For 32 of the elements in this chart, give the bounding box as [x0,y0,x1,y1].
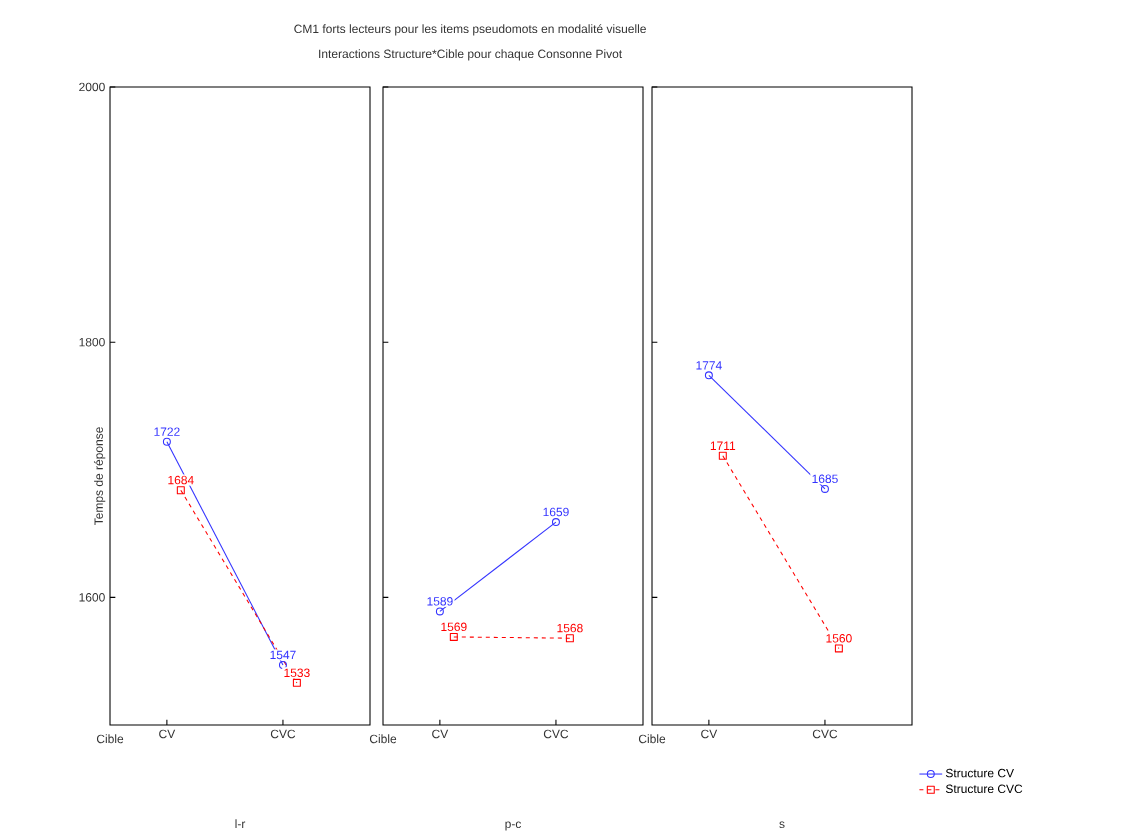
data-label: 1589 [427,597,453,606]
x-tick-label: CVC [270,729,296,739]
data-label: 1659 [543,507,569,517]
data-label: 1560 [826,634,852,643]
y-axis-title: Temps de réponse [93,427,106,526]
x-tick-label: CV [432,729,449,739]
x-axis-title: Cible [369,734,397,744]
text: s [779,821,785,829]
data-label: 1722 [154,427,180,436]
data-label: 1547 [270,650,296,660]
legend-label: Structure CVC [945,784,1023,794]
x-tick-label: CV [701,729,718,739]
text: l-r [235,819,246,828]
x-tick-label: CVC [812,729,838,739]
text: p-c [505,821,522,831]
y-tick-label: 1800 [79,337,105,347]
x-axis-title: Cible [638,734,666,744]
data-label: 1685 [812,474,838,484]
x-axis-title: Cible [96,734,124,744]
data-label: 1533 [284,668,310,678]
x-tick-label: CV [159,729,176,739]
chart-title: CM1 forts lecteurs pour les items pseudomots en modalité visuelle [294,24,646,36]
data-label: 1711 [710,441,736,450]
y-tick-label: 1600 [79,593,105,602]
data-label: 1684 [168,475,194,485]
data-label: 1568 [557,623,583,633]
data-label: 1569 [441,622,467,632]
legend-label: Structure CV [945,768,1014,778]
data-label: 1774 [696,361,722,370]
y-tick-label: 2000 [79,82,105,92]
x-tick-label: CVC [543,729,569,739]
chart-subtitle: Interactions Structure*Cible pour chaque Consonne Pivot [319,49,623,61]
